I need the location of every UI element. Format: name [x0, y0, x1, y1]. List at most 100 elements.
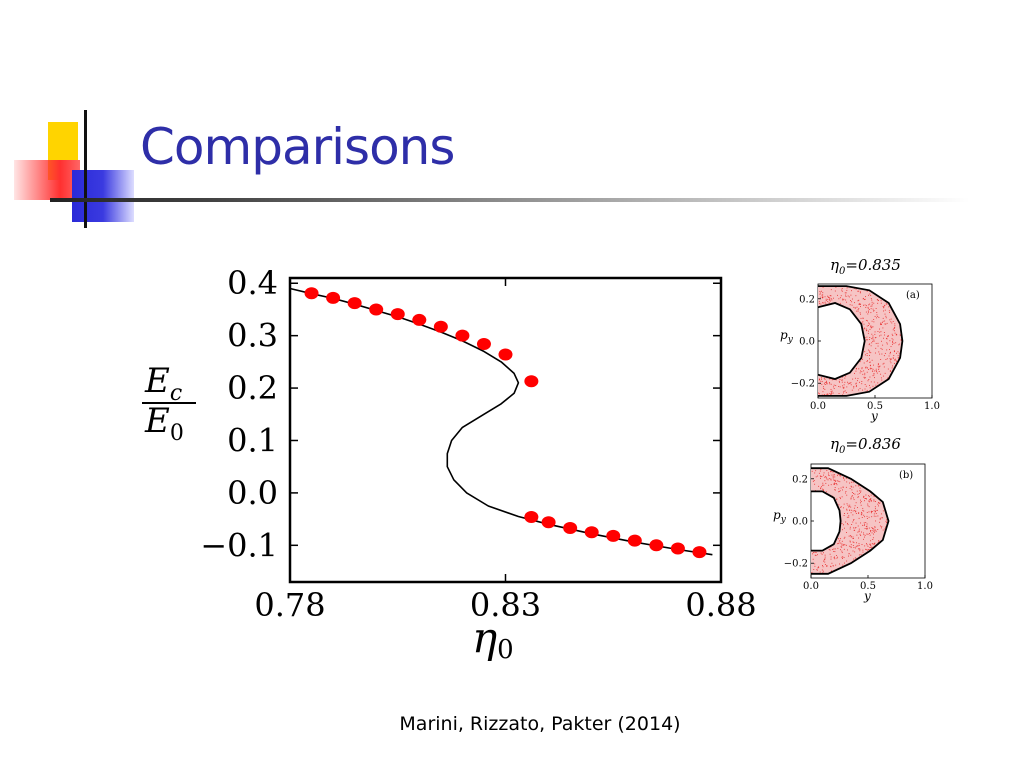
speckle: [880, 347, 882, 349]
speckle: [845, 292, 847, 294]
speckle: [880, 302, 882, 304]
speckle: [854, 557, 856, 559]
speckle: [859, 487, 861, 489]
speckle: [889, 349, 891, 351]
speckle: [894, 327, 896, 328]
speckle: [882, 310, 884, 312]
speckle: [858, 512, 860, 514]
speckle: [859, 302, 861, 304]
speckle: [831, 392, 833, 394]
decor-blue-square: [72, 170, 134, 222]
speckle: [872, 326, 874, 328]
speckle: [899, 334, 901, 336]
speckle: [852, 538, 854, 539]
speckle: [853, 499, 855, 501]
speckle: [843, 512, 845, 514]
speckle: [870, 530, 871, 531]
speckle: [866, 336, 868, 338]
speckle: [840, 506, 842, 508]
speckle: [870, 500, 872, 502]
speckle: [835, 385, 837, 387]
speckle: [844, 536, 846, 538]
speckle: [866, 371, 868, 373]
speckle: [814, 563, 816, 565]
speckle: [824, 558, 826, 560]
speckle: [883, 366, 885, 368]
speckle: [840, 498, 842, 500]
speckle: [866, 329, 868, 331]
speckle: [868, 323, 870, 325]
speckle: [880, 513, 882, 515]
speckle: [814, 554, 816, 556]
speckle: [860, 490, 862, 492]
speckle: [876, 371, 877, 373]
speckle: [858, 485, 860, 487]
speckle: [848, 515, 850, 517]
speckle: [856, 542, 857, 544]
inner-boundary: [811, 490, 842, 552]
speckle: [873, 500, 875, 502]
speckle: [868, 325, 869, 326]
speckle: [825, 299, 827, 301]
speckle: [815, 552, 817, 553]
speckle: [854, 510, 856, 512]
speckle: [866, 544, 868, 546]
speckle: [835, 379, 837, 381]
simulation-point: [455, 329, 470, 342]
speckle: [830, 393, 832, 395]
inset-y-label: py: [773, 508, 787, 525]
speckle: [847, 504, 849, 506]
speckle: [875, 530, 877, 532]
speckle: [868, 506, 870, 508]
speckle: [814, 472, 816, 474]
speckle: [858, 512, 860, 514]
speckle: [879, 335, 881, 337]
inset-y-tick-label: −0.2: [784, 559, 808, 570]
speckle: [873, 515, 875, 517]
speckle: [869, 547, 871, 548]
speckle: [848, 296, 850, 298]
speckle: [829, 378, 831, 380]
speckle: [838, 491, 840, 493]
speckle: [856, 306, 858, 308]
speckle: [888, 355, 890, 357]
speckle: [894, 323, 896, 325]
speckle: [890, 351, 891, 353]
speckle: [841, 544, 843, 546]
speckle: [869, 351, 871, 353]
speckle: [855, 382, 857, 384]
speckle: [866, 320, 868, 322]
speckle: [827, 301, 829, 303]
speckle: [892, 340, 894, 342]
speckle: [860, 504, 862, 506]
speckle: [821, 294, 823, 296]
speckle: [818, 566, 820, 568]
speckle: [858, 389, 860, 391]
speckle: [852, 495, 854, 497]
speckle: [828, 474, 830, 476]
speckle: [880, 322, 882, 324]
speckle: [845, 296, 847, 297]
speckle: [893, 328, 895, 329]
speckle: [852, 521, 854, 523]
speckle: [845, 521, 847, 523]
speckle: [873, 533, 874, 535]
speckle: [850, 382, 852, 384]
speckle: [846, 503, 848, 505]
speckle: [872, 336, 874, 338]
speckle: [860, 501, 862, 503]
speckle: [862, 317, 864, 319]
speckle: [870, 294, 872, 296]
y-tick-label: 0.4: [227, 264, 278, 302]
speckle: [859, 550, 861, 552]
speckle: [871, 546, 873, 548]
speckle: [830, 394, 832, 396]
speckle: [837, 473, 839, 475]
speckle: [841, 379, 843, 381]
speckle: [869, 350, 871, 352]
inset-fill-region: [811, 468, 889, 574]
speckle: [882, 363, 884, 365]
speckle: [865, 328, 867, 330]
speckle: [819, 292, 821, 294]
